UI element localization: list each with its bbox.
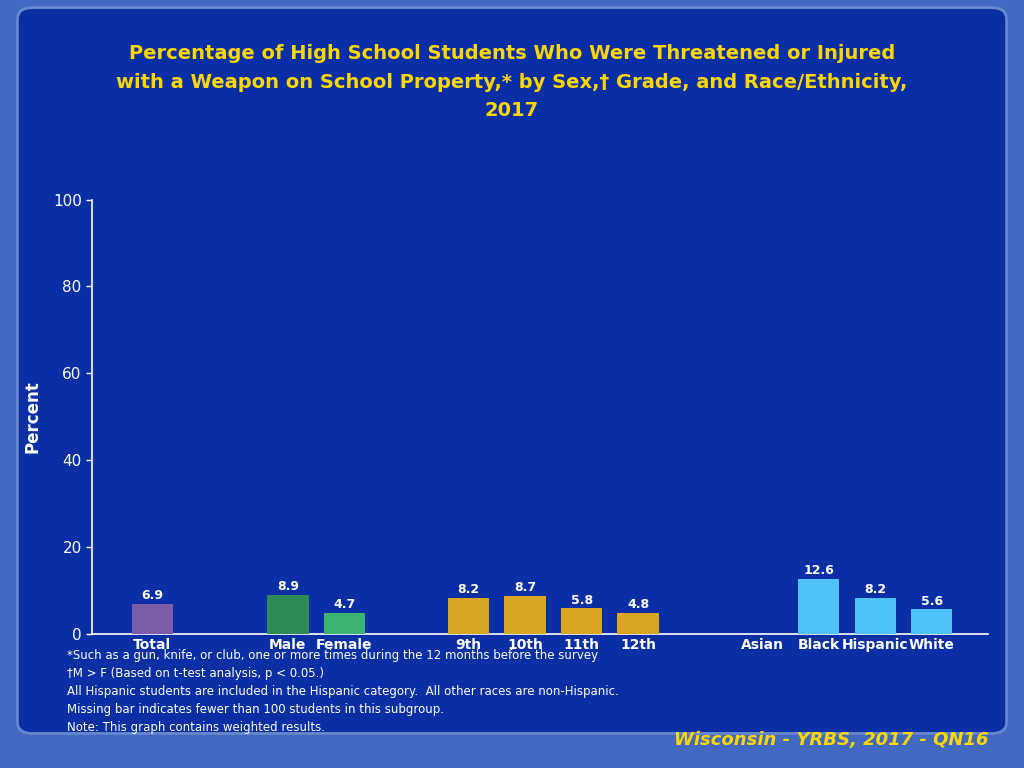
Text: 8.2: 8.2	[458, 583, 479, 596]
Bar	[267, 595, 308, 634]
Text: 8.2: 8.2	[864, 583, 887, 596]
Text: 8.9: 8.9	[276, 581, 299, 593]
Bar	[132, 604, 173, 634]
Text: 5.6: 5.6	[921, 594, 943, 607]
Text: 4.8: 4.8	[627, 598, 649, 611]
Bar	[854, 598, 896, 634]
Text: 4.7: 4.7	[333, 598, 355, 611]
Text: *Such as a gun, knife, or club, one or more times during the 12 months before th: *Such as a gun, knife, or club, one or m…	[67, 649, 618, 734]
Y-axis label: Percent: Percent	[24, 380, 42, 453]
Bar	[617, 613, 658, 634]
Text: 2017: 2017	[485, 101, 539, 120]
Text: 12.6: 12.6	[803, 564, 835, 578]
Bar	[505, 596, 546, 634]
Bar	[447, 598, 489, 634]
Bar	[324, 613, 366, 634]
Bar	[561, 608, 602, 634]
Text: with a Weapon on School Property,* by Sex,† Grade, and Race/Ethnicity,: with a Weapon on School Property,* by Se…	[117, 73, 907, 91]
Text: Percentage of High School Students Who Were Threatened or Injured: Percentage of High School Students Who W…	[129, 45, 895, 63]
Text: 8.7: 8.7	[514, 581, 537, 594]
Text: Wisconsin - YRBS, 2017 - QN16: Wisconsin - YRBS, 2017 - QN16	[674, 731, 988, 749]
Text: 6.9: 6.9	[141, 589, 164, 602]
Bar	[798, 579, 840, 634]
Bar	[911, 609, 952, 634]
Text: 5.8: 5.8	[570, 594, 593, 607]
